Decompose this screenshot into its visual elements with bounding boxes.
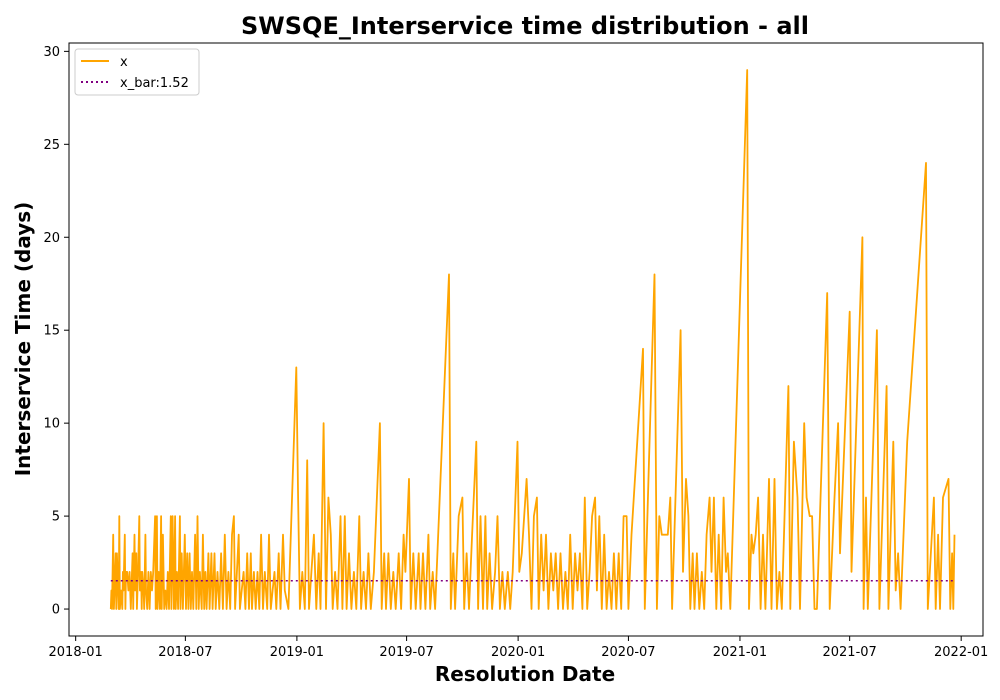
x-tick-label: 2018-01 bbox=[49, 645, 103, 660]
y-axis-label: Interservice Time (days) bbox=[11, 202, 35, 477]
x-tick-label: 2022-01 bbox=[934, 645, 988, 660]
x-tick-label: 2019-01 bbox=[270, 645, 324, 660]
x-axis-label: Resolution Date bbox=[435, 662, 615, 686]
plot-area bbox=[109, 69, 956, 610]
x-tick-label: 2021-01 bbox=[713, 645, 767, 660]
x-tick-label: 2019-07 bbox=[379, 645, 433, 660]
y-tick-label: 25 bbox=[43, 138, 60, 153]
x-tick-label: 2021-07 bbox=[822, 645, 876, 660]
x-axis-ticks: 2018-01 2018-07 2019-01 2019-07 2020-01 2020-… bbox=[49, 636, 988, 660]
legend-label-x-bar: x_bar:1.52 bbox=[120, 76, 189, 91]
axes-frame bbox=[68, 42, 984, 637]
legend: x x_bar:1.52 bbox=[74, 48, 200, 96]
y-tick-label: 10 bbox=[43, 417, 60, 432]
y-tick-label: 15 bbox=[43, 324, 60, 339]
chart-title: SWSQE_Interservice time distribution - a… bbox=[241, 12, 809, 40]
x-tick-label: 2020-01 bbox=[491, 645, 545, 660]
y-tick-label: 20 bbox=[43, 231, 60, 246]
y-axis-ticks: 0 5 10 15 20 25 30 bbox=[43, 45, 69, 618]
y-tick-label: 5 bbox=[52, 510, 60, 525]
legend-label-x: x bbox=[120, 55, 128, 70]
series-x-line bbox=[109, 69, 956, 610]
x-tick-label: 2018-07 bbox=[158, 645, 212, 660]
x-tick-label: 2020-07 bbox=[601, 645, 655, 660]
y-tick-label: 30 bbox=[43, 45, 60, 60]
y-tick-label: 0 bbox=[52, 603, 60, 618]
